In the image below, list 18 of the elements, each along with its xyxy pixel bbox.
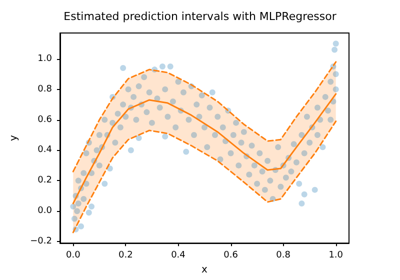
x-tick-label: 1.0 (328, 250, 344, 261)
x-tick-label: 0.2 (118, 250, 133, 261)
x-tick-label: 0.0 (66, 250, 81, 261)
x-tick-label: 0.4 (171, 250, 186, 261)
y-tick-label: −0.2 (30, 236, 52, 247)
x-tick-label: 0.6 (224, 250, 238, 261)
x-tick-label: 0.8 (276, 250, 291, 261)
y-tick-label: 0.2 (38, 176, 52, 186)
y-tick-label: 1.0 (38, 54, 52, 64)
chart-title: Estimated prediction intervals with MLPRegressor (64, 10, 337, 23)
y-tick-label: 0.4 (38, 145, 52, 156)
x-axis-title: x (202, 264, 208, 276)
y-tick-label: 0.0 (38, 206, 52, 216)
line-series (72, 61, 337, 172)
line-series (72, 120, 337, 234)
y-axis-title: y (8, 135, 20, 142)
y-tick-label: 0.6 (38, 114, 52, 125)
y-tick-label: 0.8 (38, 84, 52, 94)
